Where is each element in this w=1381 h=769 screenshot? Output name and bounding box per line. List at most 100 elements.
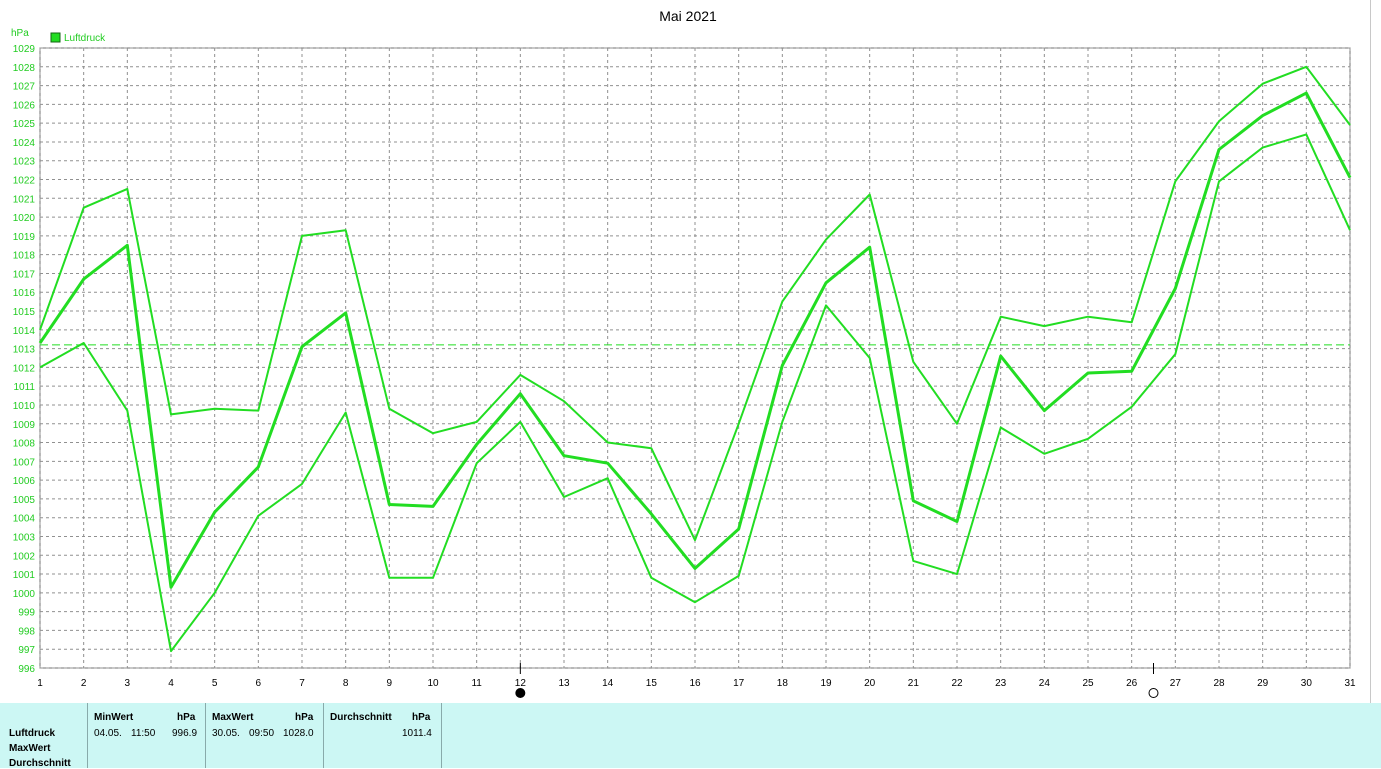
min-unit: hPa (177, 712, 196, 723)
x-tick-label: 6 (256, 678, 262, 689)
series-group (38, 65, 1352, 653)
y-tick-label: 1007 (13, 457, 36, 468)
y-tick-label: 1023 (13, 157, 36, 168)
y-tick-label: 1005 (13, 495, 36, 506)
x-tick-label: 4 (168, 678, 174, 689)
row-label-luftdruck: Luftdruck (9, 728, 56, 739)
y-tick-label: 1003 (13, 532, 36, 543)
x-tick-labels: 1 2 3 4 5 6 7 8 9 10 11 12 13 14 15 16 17 18 19 20 21 22 23 24 2… (37, 678, 1356, 689)
x-tick-label: 17 (733, 678, 745, 689)
y-tick-label: 1019 (13, 232, 36, 243)
x-tick-label: 1 (37, 678, 43, 689)
x-tick-label: 14 (602, 678, 614, 689)
y-tick-label: 1018 (13, 251, 36, 262)
x-tick-label: 23 (995, 678, 1007, 689)
min-time: 11:50 (131, 728, 156, 739)
y-axis-unit: hPa (11, 28, 29, 39)
y-tick-label: 1010 (13, 401, 36, 412)
y-tick-label: 1017 (13, 269, 36, 280)
x-tick-label: 7 (299, 678, 305, 689)
y-tick-label: 1020 (13, 213, 36, 224)
chart-title: Mai 2021 (659, 8, 717, 24)
stats-separator (205, 703, 206, 768)
x-tick-label: 30 (1301, 678, 1313, 689)
stats-separator (323, 703, 324, 768)
stats-panel: Luftdruck MaxWert Durchschnitt MinWert h… (0, 703, 1381, 769)
x-tick-label: 15 (646, 678, 658, 689)
max-value: 1028.0 (283, 728, 314, 739)
new-moon-icon (515, 688, 526, 698)
y-tick-label: 1013 (13, 345, 36, 356)
row-label-maxwert: MaxWert (9, 743, 51, 754)
adjacent-window-edge (1370, 0, 1381, 768)
stats-separator (87, 703, 88, 768)
y-tick-label: 1004 (13, 514, 36, 525)
x-tick-label: 22 (951, 678, 963, 689)
y-tick-label: 996 (18, 664, 35, 675)
moon-phase-markers (515, 663, 1159, 698)
y-tick-label: 998 (18, 626, 35, 637)
avg-header: Durchschnitt (330, 712, 392, 723)
grid (39, 47, 1351, 669)
y-tick-label: 999 (18, 608, 35, 619)
avg-unit: hPa (412, 712, 431, 723)
y-tick-label: 1021 (13, 194, 36, 205)
y-tick-label: 1024 (13, 138, 36, 149)
x-tick-label: 12 (515, 678, 527, 689)
y-tick-label: 1009 (13, 420, 36, 431)
y-tick-label: 1002 (13, 551, 36, 562)
y-tick-label: 1027 (13, 82, 36, 93)
y-tick-label: 1006 (13, 476, 36, 487)
x-tick-label: 28 (1213, 678, 1225, 689)
min-date: 04.05. (94, 728, 122, 739)
row-label-durchschnitt: Durchschnitt (9, 758, 71, 769)
y-tick-label: 1012 (13, 363, 36, 374)
x-tick-label: 25 (1082, 678, 1094, 689)
y-tick-label: 1029 (13, 44, 36, 55)
chart: Mai 2021 hPa Luftdruck 996 997 998 999 1000 1… (11, 8, 1356, 698)
series-line-max (39, 65, 1351, 542)
x-tick-label: 13 (558, 678, 570, 689)
x-tick-label: 18 (777, 678, 789, 689)
stats-separator (441, 703, 442, 768)
series-line-min (39, 133, 1351, 653)
y-tick-label: 1015 (13, 307, 36, 318)
x-tick-label: 10 (427, 678, 439, 689)
y-tick-labels: 996 997 998 999 1000 1001 1002 1003 1004 1005 1006… (13, 44, 36, 675)
min-value: 996.9 (172, 728, 198, 739)
y-tick-label: 1008 (13, 439, 36, 450)
full-moon-icon (1148, 688, 1159, 698)
y-tick-label: 1028 (13, 63, 36, 74)
series-line-average (38, 91, 1352, 589)
y-tick-label: 1025 (13, 119, 36, 130)
legend-swatch (50, 32, 61, 43)
y-tick-label: 1000 (13, 589, 36, 600)
x-tick-label: 27 (1170, 678, 1182, 689)
x-tick-label: 20 (864, 678, 876, 689)
x-tick-label: 8 (343, 678, 349, 689)
x-tick-label: 2 (81, 678, 87, 689)
avg-value: 1011.4 (402, 728, 432, 739)
max-time: 09:50 (249, 728, 275, 739)
max-unit: hPa (295, 712, 314, 723)
x-tick-label: 5 (212, 678, 218, 689)
x-tick-label: 9 (387, 678, 393, 689)
min-header: MinWert (94, 712, 134, 723)
max-date: 30.05. (212, 728, 240, 739)
x-tick-label: 31 (1344, 678, 1356, 689)
y-tick-label: 1026 (13, 100, 36, 111)
x-tick-label: 24 (1039, 678, 1051, 689)
x-tick-label: 3 (125, 678, 131, 689)
x-tick-label: 16 (689, 678, 701, 689)
x-tick-label: 26 (1126, 678, 1138, 689)
y-tick-label: 1011 (13, 382, 35, 393)
max-header: MaxWert (212, 712, 254, 723)
x-tick-label: 21 (908, 678, 920, 689)
y-tick-label: 1022 (13, 176, 36, 187)
y-tick-label: 1001 (13, 570, 36, 581)
x-tick-label: 29 (1257, 678, 1269, 689)
x-tick-label: 11 (471, 678, 482, 689)
legend-label: Luftdruck (64, 33, 106, 44)
y-tick-label: 1014 (13, 326, 36, 337)
x-tick-label: 19 (820, 678, 832, 689)
